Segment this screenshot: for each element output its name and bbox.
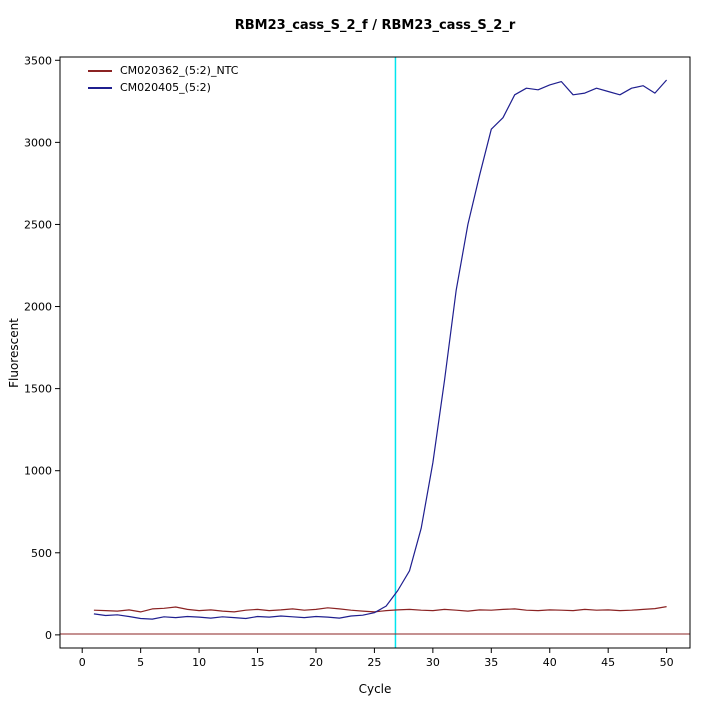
svg-text:0: 0 [45,629,52,642]
legend-item-ntc: CM020362_(5:2)_NTC [88,64,238,78]
legend-label-sample: CM020405_(5:2) [120,81,211,94]
legend-label-ntc: CM020362_(5:2)_NTC [120,64,239,77]
svg-text:500: 500 [31,547,52,560]
x-axis-label: Cycle [358,682,392,696]
svg-text:3000: 3000 [24,136,52,149]
svg-text:10: 10 [192,656,206,669]
svg-text:45: 45 [601,656,615,669]
svg-text:15: 15 [251,656,265,669]
svg-text:0: 0 [79,656,86,669]
svg-text:35: 35 [484,656,498,669]
sample-line-swatch [88,87,112,89]
ntc-line-swatch [88,70,112,72]
svg-text:2000: 2000 [24,301,52,314]
svg-text:3500: 3500 [24,54,52,67]
svg-text:20: 20 [309,656,323,669]
svg-text:5: 5 [137,656,144,669]
svg-text:30: 30 [426,656,440,669]
svg-text:50: 50 [660,656,674,669]
svg-text:1000: 1000 [24,465,52,478]
chart-title: RBM23_cass_S_2_f / RBM23_cass_S_2_r [234,18,516,33]
svg-text:2500: 2500 [24,218,52,231]
svg-text:25: 25 [367,656,381,669]
svg-text:1500: 1500 [24,383,52,396]
legend: CM020362_(5:2)_NTC CM020405_(5:2) [88,64,238,95]
legend-item-sample: CM020405_(5:2) [88,81,238,95]
svg-text:40: 40 [543,656,557,669]
